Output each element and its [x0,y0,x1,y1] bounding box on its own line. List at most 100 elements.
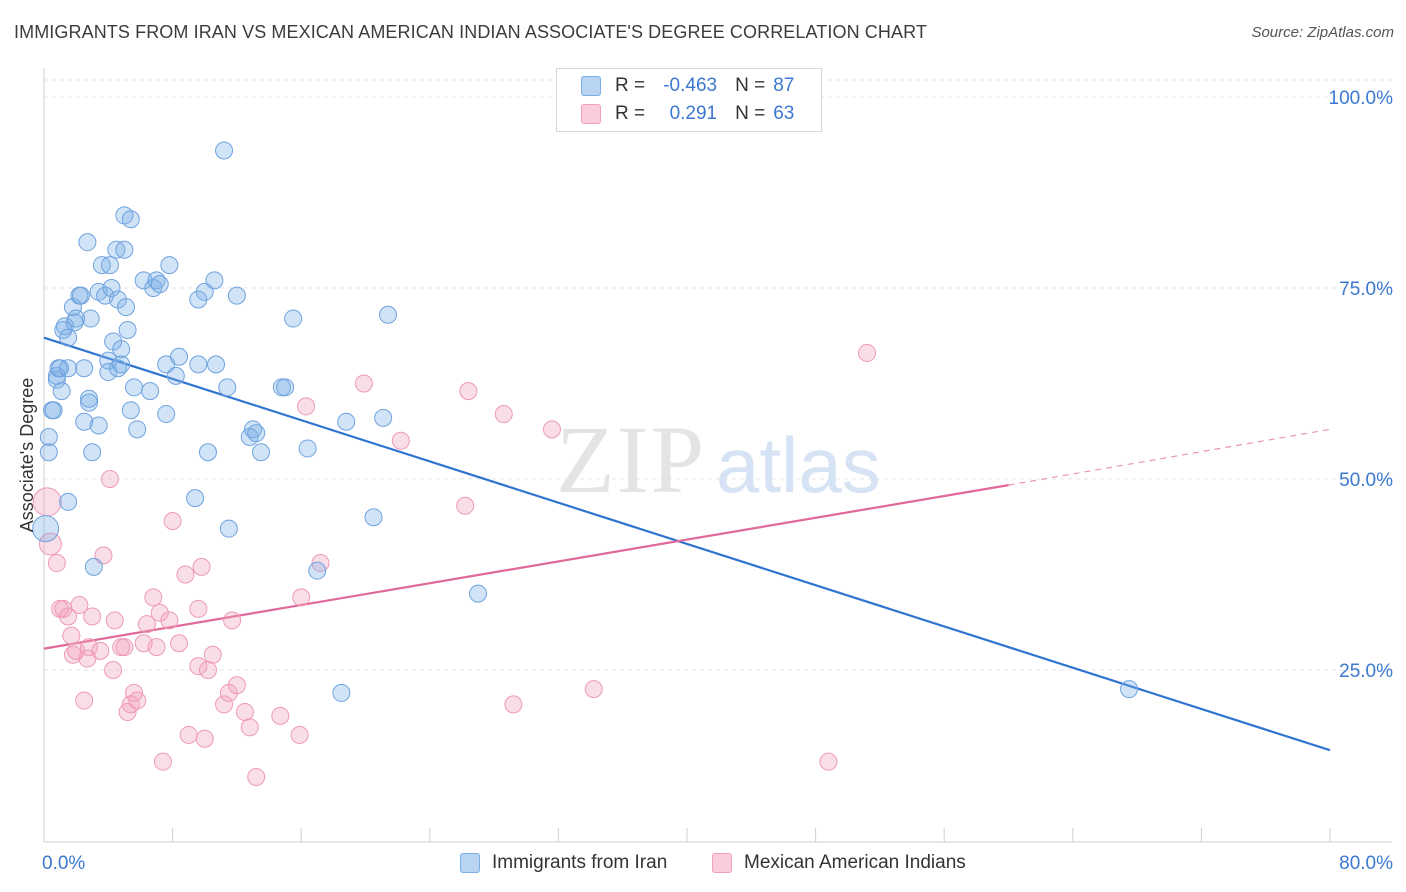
point-immigrants-from-iran [189,355,208,374]
point-mexican-american-indians [83,607,102,626]
point-immigrants-from-iran [52,382,71,401]
point-mexican-american-indians [59,607,78,626]
point-immigrants-from-iran [75,359,94,378]
point-mexican-american-indians [227,676,246,695]
point-immigrants-from-iran [157,405,176,424]
chart-title: IMMIGRANTS FROM IRAN VS MEXICAN AMERICAN… [14,22,927,42]
point-immigrants-from-iran [59,492,78,511]
point-immigrants-from-iran [39,443,58,462]
point-immigrants-from-iran [84,557,103,576]
point-immigrants-from-iran [121,210,140,229]
point-mexican-american-indians [542,420,561,439]
point-mexican-american-indians [195,729,214,748]
point-mexican-american-indians [494,405,513,424]
stats-swatch-pink [581,104,601,124]
point-mexican-american-indians [137,615,156,634]
point-mexican-american-indians [147,638,166,657]
point-mexican-american-indians [32,487,62,517]
bottom-legend: Immigrants from Iran Mexican American In… [0,848,1406,880]
point-immigrants-from-iran [116,298,135,317]
point-immigrants-from-iran [121,401,140,420]
legend-item-iran[interactable]: Immigrants from Iran [460,852,667,874]
point-immigrants-from-iran [276,378,295,397]
point-immigrants-from-iran [150,275,169,294]
tick-labels: 100.0% 75.0% 50.0% 25.0% 0.0% 80.0% [42,88,1393,874]
stats-swatch-blue [581,76,601,96]
y-axis-label: Associate's Degree [17,378,37,533]
y-tick-label: 25.0% [1339,661,1393,682]
stats-legend-box: R = -0.463 N = 87 R = 0.291 N = 63 [556,68,822,132]
point-mexican-american-indians [163,512,182,531]
point-mexican-american-indians [459,382,478,401]
point-immigrants-from-iran [379,305,398,324]
point-mexican-american-indians [70,596,89,615]
point-mexican-american-indians [203,645,222,664]
point-mexican-american-indians [292,588,311,607]
point-immigrants-from-iran [89,416,108,435]
point-immigrants-from-iran [170,347,189,366]
point-mexican-american-indians [144,588,163,607]
point-mexican-american-indians [160,611,179,630]
point-immigrants-from-iran [80,393,99,412]
stats-r-value: 0.291 [669,103,718,124]
point-mexican-american-indians [391,431,410,450]
point-immigrants-from-iran [374,408,393,427]
point-immigrants-from-iran [125,378,144,397]
point-mexican-american-indians [235,703,254,722]
point-immigrants-from-iran [115,240,134,259]
point-immigrants-from-iran [75,412,94,431]
legend-label-iran: Immigrants from Iran [492,852,668,873]
point-mexican-american-indians [153,752,172,771]
point-immigrants-from-iran [67,309,86,328]
point-immigrants-from-iran [59,359,78,378]
trend-line-mexican-extension [1008,428,1331,486]
stats-n-value: 87 [773,75,795,96]
stats-n-label: N = [735,103,766,124]
point-immigrants-from-iran [218,378,237,397]
point-immigrants-from-iran [284,309,303,328]
point-mexican-american-indians [179,725,198,744]
point-mexican-american-indians [215,695,234,714]
point-immigrants-from-iran [71,286,90,305]
point-mexican-american-indians [354,374,373,393]
trend-lines [43,336,1331,752]
point-immigrants-from-iran [39,427,58,446]
point-immigrants-from-iran [112,340,131,359]
point-mexican-american-indians [105,611,124,630]
point-immigrants-from-iran [252,443,271,462]
point-mexican-american-indians [240,718,259,737]
point-immigrants-from-iran [112,355,131,374]
point-mexican-american-indians [100,470,119,488]
point-immigrants-from-iran [118,321,137,340]
point-mexican-american-indians [189,599,208,618]
point-mexican-american-indians [104,661,123,679]
watermark-zip: ZIP [556,406,706,513]
point-mexican-american-indians [271,706,290,725]
point-immigrants-from-iran [83,443,102,462]
point-mexican-american-indians [47,554,66,573]
point-immigrants-from-iran [205,271,224,290]
stats-row-mexican: R = 0.291 N = 63 [581,101,794,127]
point-mexican-american-indians [297,397,316,416]
point-mexican-american-indians [819,752,838,771]
point-immigrants-from-iran [247,424,266,443]
trend-line-mexican [43,484,1009,650]
legend-label-mexican: Mexican American Indians [744,852,966,873]
point-mexican-american-indians [170,634,189,653]
point-immigrants-from-iran [186,489,205,508]
point-immigrants-from-iran [32,515,60,543]
x-tick-label: 0.0% [42,853,85,874]
y-tick-label: 50.0% [1339,470,1393,491]
point-mexican-american-indians [192,557,211,576]
legend-swatch-pink [712,853,732,873]
stats-n-label: N = [735,75,766,96]
stats-row-iran: R = -0.463 N = 87 [581,73,794,99]
point-mexican-american-indians [189,657,208,676]
point-mexican-american-indians [456,496,475,515]
point-immigrants-from-iran [81,309,100,328]
legend-item-mexican[interactable]: Mexican American Indians [712,852,966,874]
y-tick-label: 75.0% [1339,279,1393,300]
point-immigrants-from-iran [195,282,214,301]
point-mexican-american-indians [62,626,81,645]
